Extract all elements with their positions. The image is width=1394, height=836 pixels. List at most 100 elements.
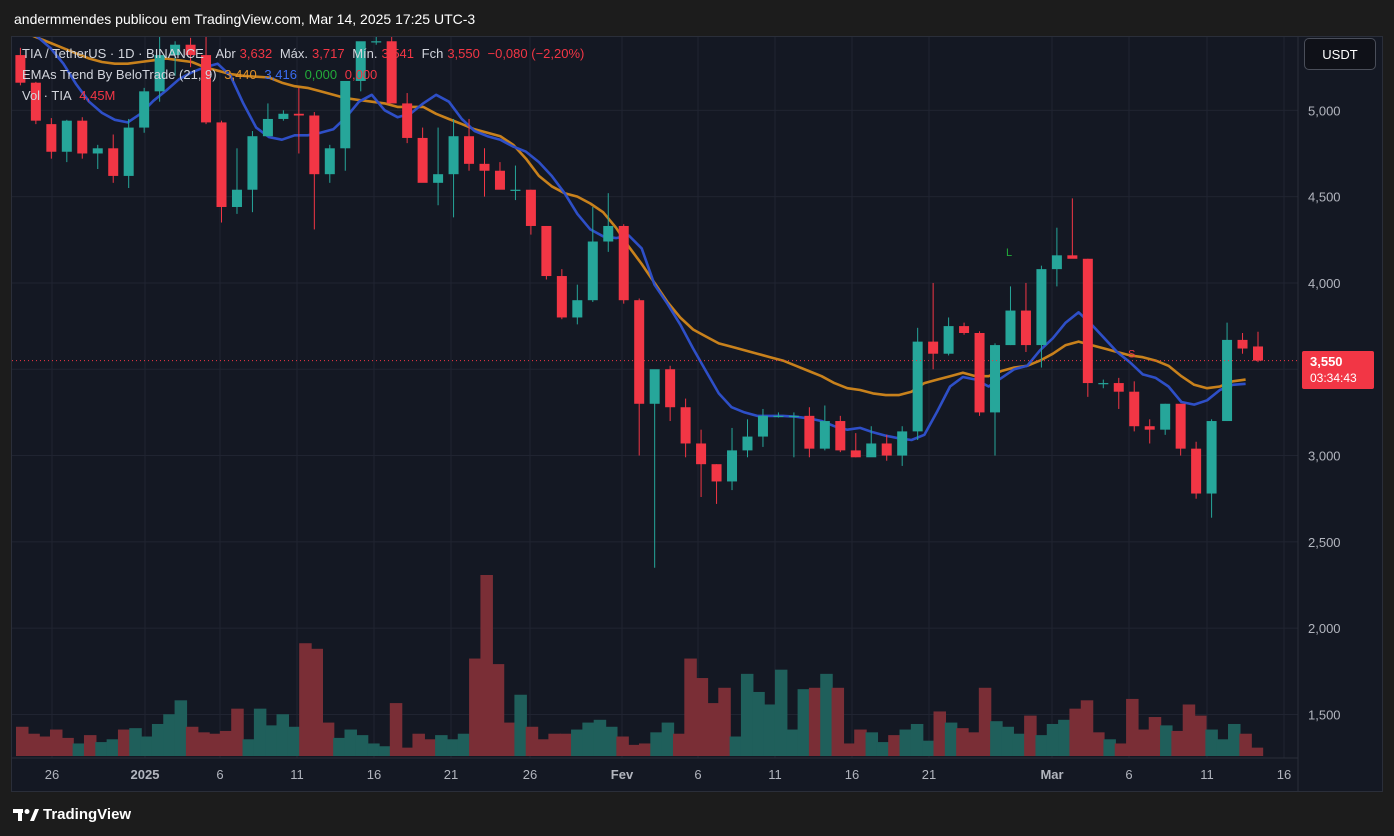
ema-fast-line xyxy=(35,37,1246,442)
candle-body xyxy=(108,148,119,176)
candle-body xyxy=(742,436,753,451)
time-tick-label: 11 xyxy=(290,767,304,782)
volume-bar xyxy=(593,719,607,756)
candle xyxy=(665,365,676,422)
candle xyxy=(15,47,26,86)
candle-body xyxy=(355,41,366,81)
volume-bar xyxy=(888,735,901,756)
candle-body xyxy=(587,241,598,301)
candle-body xyxy=(170,44,181,56)
candle xyxy=(974,331,985,416)
volume-bar xyxy=(321,722,335,756)
volume-bar xyxy=(1239,733,1252,756)
candle xyxy=(866,426,877,458)
volume-bar xyxy=(185,726,199,756)
candle xyxy=(402,93,413,144)
volume-bar xyxy=(899,729,913,756)
volume-bar xyxy=(287,726,301,756)
candle xyxy=(943,317,954,356)
candle-body xyxy=(757,415,768,437)
ema-slow-value: 3,440 xyxy=(224,67,257,82)
volume-label[interactable]: Vol · TIA xyxy=(22,88,72,103)
candle-body xyxy=(1067,255,1078,259)
candle-body xyxy=(928,341,939,354)
candle-body xyxy=(959,326,970,333)
volume-bar xyxy=(197,732,210,756)
volume-bar xyxy=(559,733,573,756)
candle-body xyxy=(649,369,660,404)
candle xyxy=(959,322,970,335)
time-tick-label: 11 xyxy=(1200,767,1214,782)
candle-body xyxy=(788,415,799,418)
candle-body xyxy=(525,189,536,226)
candle xyxy=(912,327,923,441)
legend-volume-line[interactable]: Vol · TIA 4,45M xyxy=(22,88,119,103)
candle-body xyxy=(371,41,382,43)
time-tick-label: 6 xyxy=(216,767,223,782)
candle xyxy=(1051,227,1062,287)
candle-body xyxy=(1020,310,1031,346)
candle-body xyxy=(835,421,846,451)
volume-bar xyxy=(956,728,969,756)
volume-bar xyxy=(219,730,233,756)
candle-body xyxy=(123,127,134,176)
candle xyxy=(464,118,475,171)
open-label: Abr xyxy=(215,46,236,61)
volume-bar xyxy=(684,658,697,756)
candle-body xyxy=(1237,339,1248,349)
time-tick-label: 16 xyxy=(1277,767,1291,782)
time-axis: 26 2025 6 11 16 21 26 Fev 6 11 16 21 Mar 6 11 16 xyxy=(12,757,1298,782)
volume-bar xyxy=(83,735,97,756)
candle xyxy=(1129,381,1140,432)
time-tick-label: 26 xyxy=(45,767,59,782)
candle-body xyxy=(231,189,242,207)
volume-bar xyxy=(174,700,188,756)
candle xyxy=(371,37,382,45)
volume-bar xyxy=(820,673,833,756)
tradingview-logo[interactable]: TradingView xyxy=(13,806,131,823)
candle-body xyxy=(696,443,707,465)
chart-frame[interactable] xyxy=(11,36,1383,792)
candle-body xyxy=(912,341,923,432)
indicator-value-3: 0,000 xyxy=(304,67,338,82)
candle xyxy=(510,165,521,201)
symbol-info[interactable]: TIA / TetherUS · 1D · BINANCE xyxy=(22,46,204,61)
volume-bar xyxy=(808,687,822,756)
candle-body xyxy=(897,431,908,456)
volume-bar xyxy=(1126,698,1139,756)
volume-bar xyxy=(695,678,709,756)
candle-body xyxy=(46,124,57,152)
legend-indicator-line[interactable]: EMAs Trend By BeloTrade (21, 9) 3,440 3,… xyxy=(22,67,381,82)
candle xyxy=(293,87,304,154)
candle-body xyxy=(247,136,258,190)
candle-body xyxy=(618,225,629,301)
volume-bar xyxy=(627,744,641,756)
volume-bar xyxy=(797,689,811,756)
time-tick-label: 6 xyxy=(694,767,701,782)
candle xyxy=(634,298,645,456)
candle-body xyxy=(1222,339,1233,422)
low-label: Mín. xyxy=(352,46,378,61)
time-tick-label: 2025 xyxy=(131,767,160,782)
volume-bar xyxy=(208,733,222,756)
volume-bar xyxy=(1035,735,1048,756)
change-value: −0,080 (−2,20%) xyxy=(487,46,585,61)
indicator-name[interactable]: EMAs Trend By BeloTrade (21, 9) xyxy=(22,67,217,82)
volume-bar xyxy=(525,726,539,756)
volume-bar xyxy=(752,691,765,756)
candle xyxy=(139,87,150,133)
volume-bar xyxy=(299,643,312,756)
candle xyxy=(216,120,227,223)
volume-bar xyxy=(140,736,154,756)
candle-body xyxy=(572,300,583,318)
volume-bar xyxy=(842,743,856,756)
volume-bar xyxy=(72,743,86,756)
volume-bar xyxy=(582,722,595,756)
volume-bar xyxy=(967,732,980,756)
currency-button[interactable]: USDT xyxy=(1304,38,1376,70)
volume-bar xyxy=(265,725,278,756)
candle xyxy=(804,407,815,458)
candle xyxy=(92,144,103,170)
volume-bar xyxy=(469,658,482,756)
